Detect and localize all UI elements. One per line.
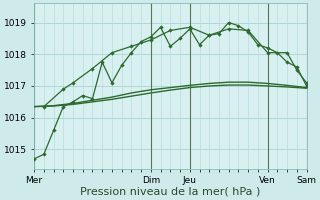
X-axis label: Pression niveau de la mer( hPa ): Pression niveau de la mer( hPa ) <box>80 187 260 197</box>
